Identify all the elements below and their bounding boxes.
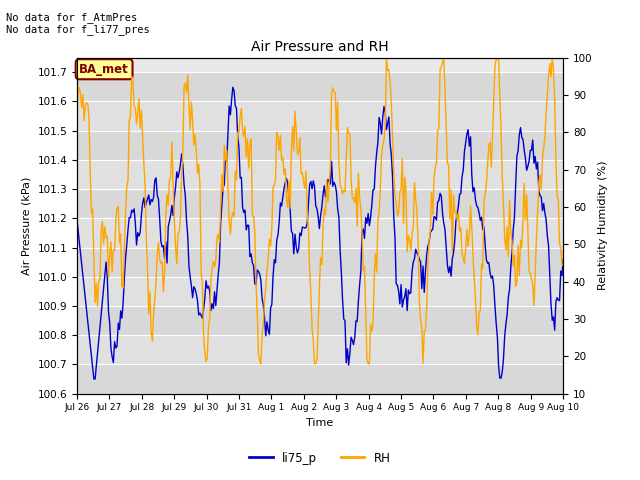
Bar [77,101,563,131]
Text: BA_met: BA_met [79,63,129,76]
Y-axis label: Relativity Humidity (%): Relativity Humidity (%) [598,161,608,290]
Title: Air Pressure and RH: Air Pressure and RH [251,40,389,54]
Bar [77,248,563,277]
Text: No data for f_AtmPres
No data for f_li77_pres: No data for f_AtmPres No data for f_li77… [6,12,150,36]
Bar [77,72,563,101]
Bar [77,218,563,248]
Bar [77,306,563,335]
Y-axis label: Air Pressure (kPa): Air Pressure (kPa) [22,177,32,275]
Bar [77,189,563,218]
Bar [77,364,563,394]
Bar [77,277,563,306]
Bar [77,335,563,364]
Legend: li75_p, RH: li75_p, RH [244,447,396,469]
Bar [77,131,563,160]
X-axis label: Time: Time [307,418,333,428]
Bar [77,160,563,189]
